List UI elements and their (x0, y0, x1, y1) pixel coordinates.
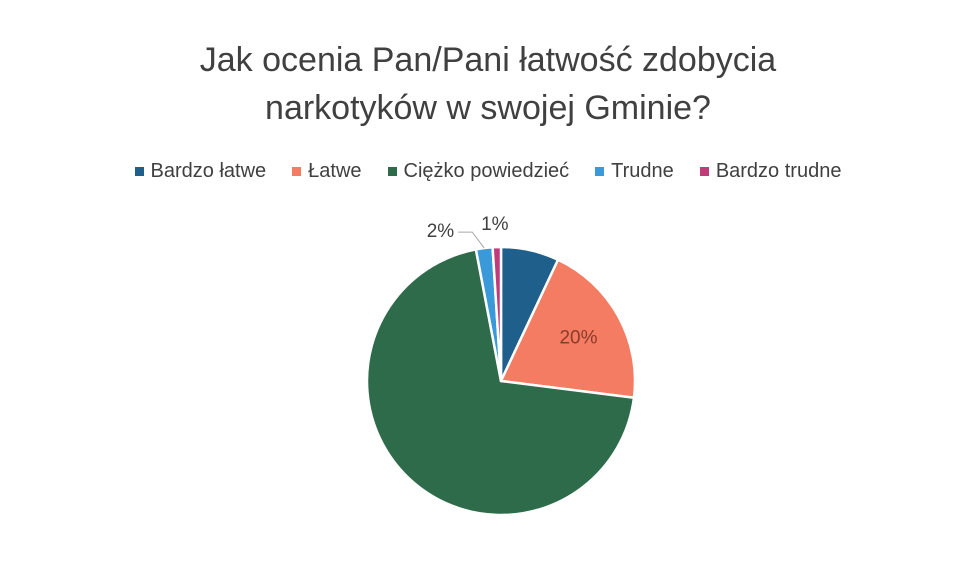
legend-item-ciezko-powiedziec: Ciężko powiedzieć (387, 159, 570, 183)
legend-swatch-trudne (595, 166, 605, 176)
leader-line-trudne (458, 231, 485, 249)
legend-label-trudne: Trudne (611, 159, 674, 182)
legend-swatch-latwe (292, 166, 302, 176)
chart-title: Jak ocenia Pan/Pani łatwość zdobycia nar… (0, 36, 976, 132)
chart-legend: Bardzo łatwe Łatwe Ciężko powiedzieć Tru… (0, 157, 976, 185)
data-label-trudne: 2% (427, 221, 455, 242)
legend-label-ciezko-powiedziec: Ciężko powiedzieć (403, 159, 570, 182)
pie-slice-bardzo-trudne (491, 245, 503, 383)
data-label-latwe: 20% (559, 327, 597, 348)
legend-label-latwe: Łatwe (308, 159, 362, 182)
legend-swatch-bardzo-trudne (699, 166, 709, 176)
legend-item-latwe: Łatwe (292, 159, 362, 183)
legend-item-bardzo-latwe: Bardzo łatwe (134, 159, 267, 183)
legend-label-bardzo-trudne: Bardzo trudne (715, 159, 842, 182)
chart-title-line-2: narkotyków w swojej Gminie? (265, 89, 711, 127)
legend-swatch-ciezko-powiedziec (387, 166, 397, 176)
pie-slice-ciezko-powiedziec (365, 248, 636, 517)
legend-item-trudne: Trudne (595, 160, 674, 183)
legend-label-bardzo-latwe: Bardzo łatwe (150, 159, 267, 182)
chart-title-line-1: Jak ocenia Pan/Pani łatwość zdobycia (199, 41, 777, 79)
legend-item-bardzo-trudne: Bardzo trudne (699, 159, 842, 183)
pie-slice-latwe (499, 258, 637, 400)
legend-swatch-bardzo-latwe (134, 166, 144, 176)
data-label-bardzo-trudne: 1% (481, 214, 509, 235)
